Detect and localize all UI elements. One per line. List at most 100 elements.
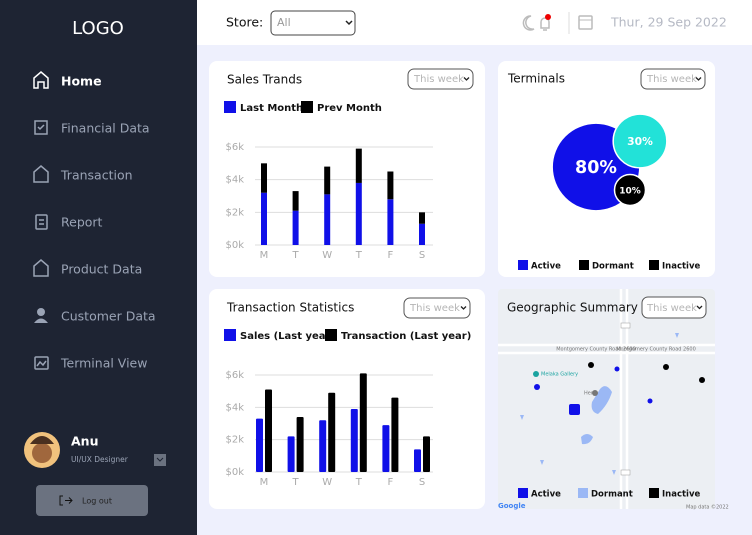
legend-swatch — [224, 329, 236, 341]
legend-label: Inactive — [662, 262, 701, 272]
nav-item[interactable]: Financial Data — [61, 121, 150, 136]
x-tick-label: W — [322, 477, 332, 488]
logo: LOGO — [72, 18, 124, 39]
bar-segment — [387, 171, 394, 200]
store-arrow — [345, 20, 353, 26]
legend-swatch — [649, 488, 659, 498]
legend-swatch — [301, 101, 313, 113]
legend-label: Dormant — [592, 262, 634, 272]
bubble — [613, 173, 647, 207]
legend-label: Prev Month — [317, 103, 382, 114]
y-tick-label: $4k — [225, 402, 244, 413]
bar — [350, 408, 358, 472]
filter-select[interactable] — [640, 68, 706, 90]
user-menu-arrow — [156, 457, 164, 462]
x-tick-label: S — [419, 477, 425, 488]
user-menu[interactable] — [154, 454, 166, 466]
x-tick-label: T — [355, 250, 363, 261]
theme-toggle[interactable] — [522, 15, 535, 31]
legend-label: Last Month — [240, 103, 303, 114]
legend-swatch — [224, 101, 236, 113]
geo-filter[interactable] — [641, 296, 707, 319]
nav-item[interactable]: Transaction — [60, 168, 133, 183]
geo-filter-text: This week — [646, 303, 697, 314]
x-tick-label: M — [260, 477, 269, 488]
map-road-label: Montgomery County Road 2600 — [556, 347, 636, 353]
map-road-label: Montgomery County Road 2600 — [616, 347, 696, 353]
bar-segment — [324, 194, 331, 245]
legend-label: Dormant — [591, 490, 633, 500]
bar — [265, 389, 272, 472]
geo-title: Geographic Summary — [507, 301, 638, 315]
x-tick-label: F — [388, 477, 394, 488]
nav-item[interactable]: Customer Data — [61, 309, 156, 324]
logout-button[interactable] — [36, 485, 148, 516]
bar — [256, 418, 263, 472]
filter-text: This week — [646, 74, 697, 85]
filter-text: This week — [413, 74, 464, 85]
calendar-icon[interactable] — [578, 15, 593, 30]
bar — [414, 449, 421, 472]
nav-item[interactable]: Product Data — [61, 262, 142, 277]
avatar-face — [32, 443, 52, 463]
bar — [296, 417, 304, 472]
legend-label: Active — [531, 490, 561, 500]
x-tick-label: S — [419, 250, 425, 261]
store-select[interactable] — [270, 10, 356, 36]
nav-item[interactable]: Home — [61, 74, 102, 89]
x-tick-label: W — [322, 250, 332, 261]
bar-segment — [387, 199, 394, 245]
date: Thur, 29 Sep 2022 — [610, 15, 727, 30]
bubble-label: 10% — [619, 187, 641, 197]
x-tick-label: T — [355, 477, 363, 488]
bar-segment — [355, 148, 362, 183]
filter-arrow — [696, 305, 703, 310]
filter-select[interactable] — [403, 297, 471, 319]
y-tick-label: $2k — [225, 207, 244, 218]
card-title: Transaction Statistics — [226, 301, 354, 315]
bubble — [612, 113, 668, 169]
bar-segment — [355, 182, 362, 245]
filter-arrow — [460, 306, 467, 310]
legend-swatch — [325, 329, 337, 341]
bar-segment — [261, 163, 267, 193]
filter-select[interactable] — [407, 68, 474, 90]
bubble-label: 80% — [575, 158, 617, 178]
store-value: All — [277, 16, 291, 29]
bar — [359, 373, 367, 472]
legend-swatch — [649, 260, 659, 270]
map — [498, 289, 715, 509]
geo-legend: Active Dormant Inactive — [518, 488, 701, 500]
transactions-card — [209, 289, 485, 509]
y-tick-label: $0k — [225, 240, 244, 251]
bar — [391, 397, 399, 472]
legend-swatch — [518, 488, 528, 498]
bar — [382, 425, 390, 472]
map-place-label: Melaka Gallery — [541, 372, 578, 378]
legend-label: Inactive — [662, 490, 701, 500]
legend-label: Sales (Last year) — [240, 331, 335, 342]
bar-segment — [261, 192, 267, 245]
legend-swatch — [518, 260, 528, 270]
card-title: Terminals — [507, 72, 565, 86]
bar — [287, 436, 295, 472]
store-label: Store: — [226, 15, 263, 30]
x-tick-label: T — [292, 477, 300, 488]
card-title: Sales Trands — [227, 73, 302, 87]
filter-arrow — [463, 77, 470, 81]
bar-segment — [324, 166, 331, 195]
bar-segment — [292, 210, 299, 245]
map-brand: Google — [498, 502, 526, 510]
logout-icon — [59, 495, 73, 506]
notification-dot — [545, 14, 551, 20]
legend-label: Active — [531, 262, 561, 272]
legend-label: Transaction (Last year) — [341, 331, 471, 342]
nav-item[interactable]: Report — [61, 215, 103, 230]
bar — [423, 436, 430, 472]
legend-swatch — [579, 260, 589, 270]
nav-item[interactable]: Terminal View — [60, 356, 147, 371]
nav: Home Financial Data Transaction Report Produ… — [60, 74, 156, 371]
filter-arrow — [695, 77, 702, 81]
